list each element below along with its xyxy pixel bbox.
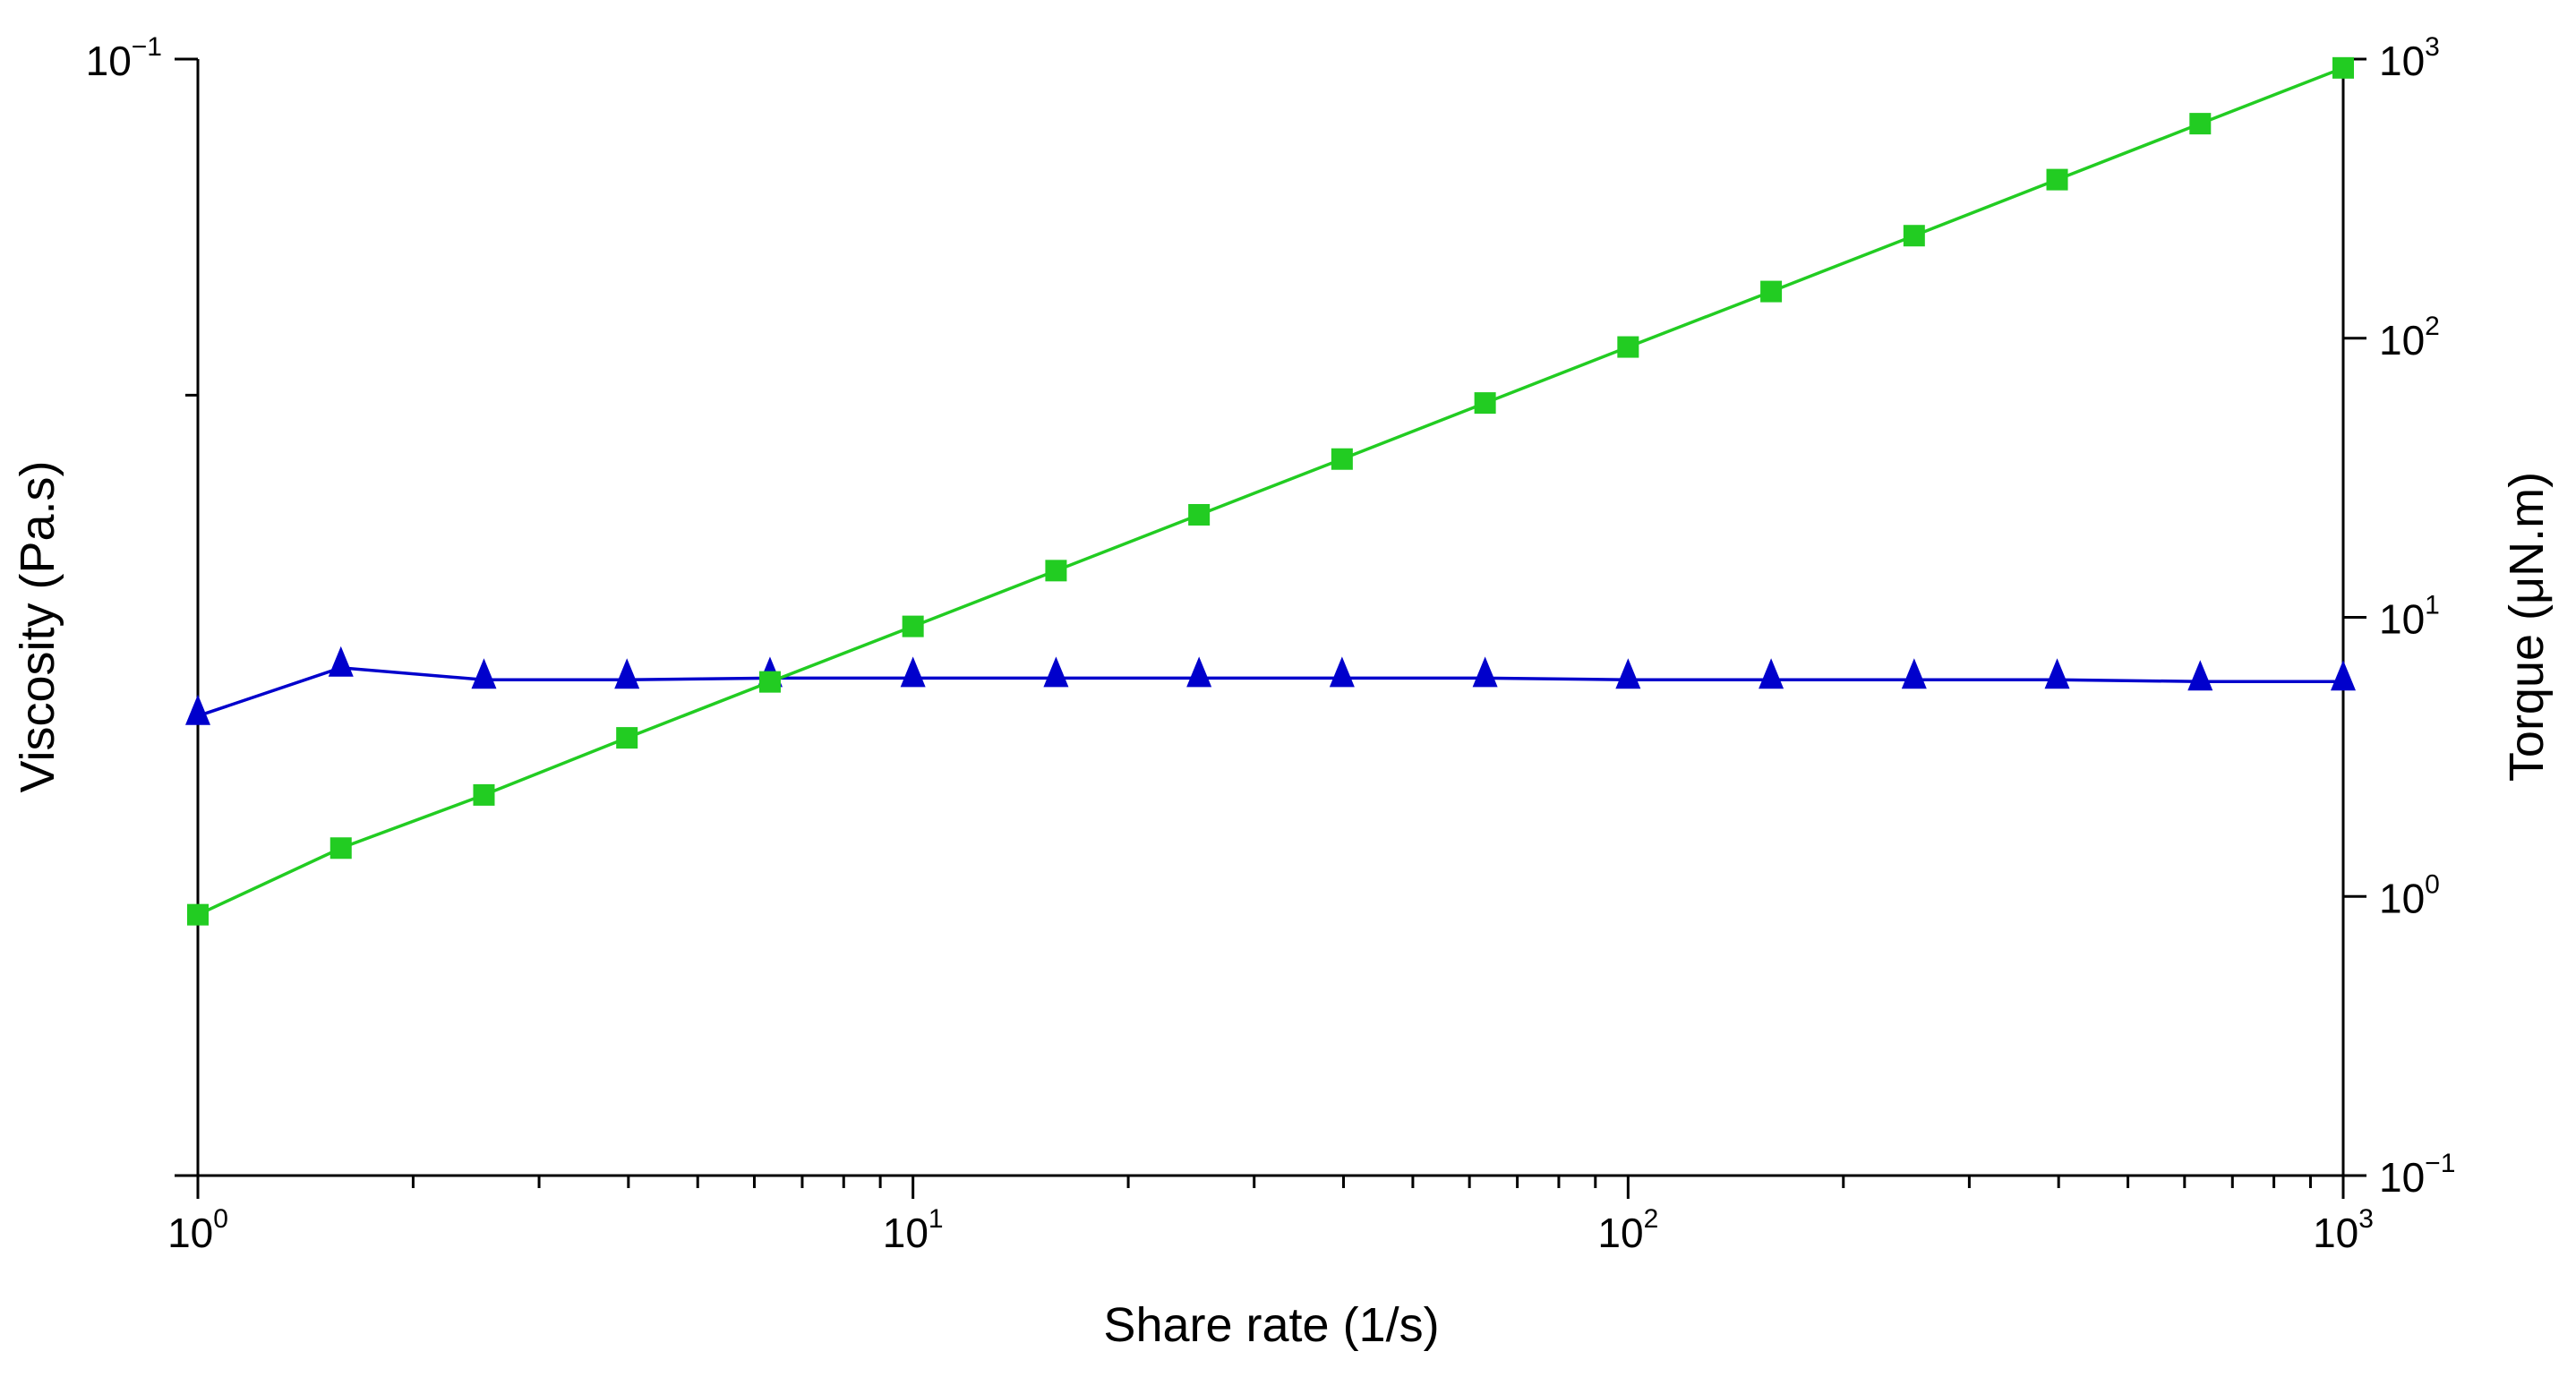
data-point-square bbox=[2189, 113, 2212, 135]
data-point-square bbox=[329, 837, 352, 860]
y-right-tick-label: 103 bbox=[2379, 32, 2440, 84]
data-point-triangle bbox=[2331, 660, 2356, 691]
data-point-triangle bbox=[471, 658, 497, 689]
data-point-triangle bbox=[1043, 656, 1069, 688]
y-right-tick-label: 102 bbox=[2379, 312, 2440, 363]
data-point-square bbox=[902, 615, 924, 637]
y-right-tick-label: 100 bbox=[2379, 869, 2440, 921]
data-point-square bbox=[473, 783, 495, 806]
data-point-triangle bbox=[2187, 660, 2213, 691]
data-point-square bbox=[2332, 56, 2354, 79]
series-line-square bbox=[197, 66, 2344, 917]
tick-marks bbox=[175, 57, 2366, 1199]
y-right-tick-label: 101 bbox=[2379, 591, 2440, 643]
data-point-square bbox=[187, 903, 209, 926]
data-point-square bbox=[616, 727, 638, 749]
x-tick-label: 102 bbox=[1597, 1204, 1658, 1256]
y-left-tick-label: 10−1 bbox=[86, 32, 162, 84]
data-point-triangle bbox=[1759, 658, 1784, 689]
series-line-triangle bbox=[197, 666, 2343, 718]
data-point-triangle bbox=[1472, 656, 1498, 688]
data-point-square bbox=[1188, 503, 1211, 526]
data-point-triangle bbox=[1329, 656, 1355, 688]
data-point-triangle bbox=[185, 694, 210, 725]
x-axis-title: Share rate (1/s) bbox=[1103, 1298, 1439, 1352]
data-point-square bbox=[1331, 448, 1353, 470]
x-tick-label: 101 bbox=[883, 1204, 944, 1256]
axes bbox=[196, 59, 2345, 1177]
data-point-square bbox=[1474, 392, 1496, 415]
y-right-tick-label: 10−1 bbox=[2379, 1149, 2455, 1201]
x-tick-label: 103 bbox=[2313, 1204, 2374, 1256]
y-axis-left-title: Viscosity (Pa.s) bbox=[11, 460, 64, 792]
data-point-triangle bbox=[1901, 658, 1927, 689]
data-point-triangle bbox=[614, 658, 640, 689]
y-axis-right-title: Torque (μN.m) bbox=[2500, 472, 2554, 782]
data-point-square bbox=[758, 671, 781, 693]
data-point-triangle bbox=[2044, 658, 2070, 689]
data-point-square bbox=[2046, 168, 2068, 191]
data-point-triangle bbox=[328, 646, 354, 677]
data-point-square bbox=[1760, 280, 1783, 303]
data-point-square bbox=[1903, 225, 1925, 247]
x-tick-label: 100 bbox=[167, 1204, 228, 1256]
series-layer bbox=[185, 56, 2356, 926]
data-point-triangle bbox=[900, 656, 926, 688]
data-point-square bbox=[1045, 560, 1067, 582]
data-point-triangle bbox=[1615, 658, 1641, 689]
data-point-triangle bbox=[1186, 656, 1212, 688]
data-point-square bbox=[1617, 336, 1639, 358]
